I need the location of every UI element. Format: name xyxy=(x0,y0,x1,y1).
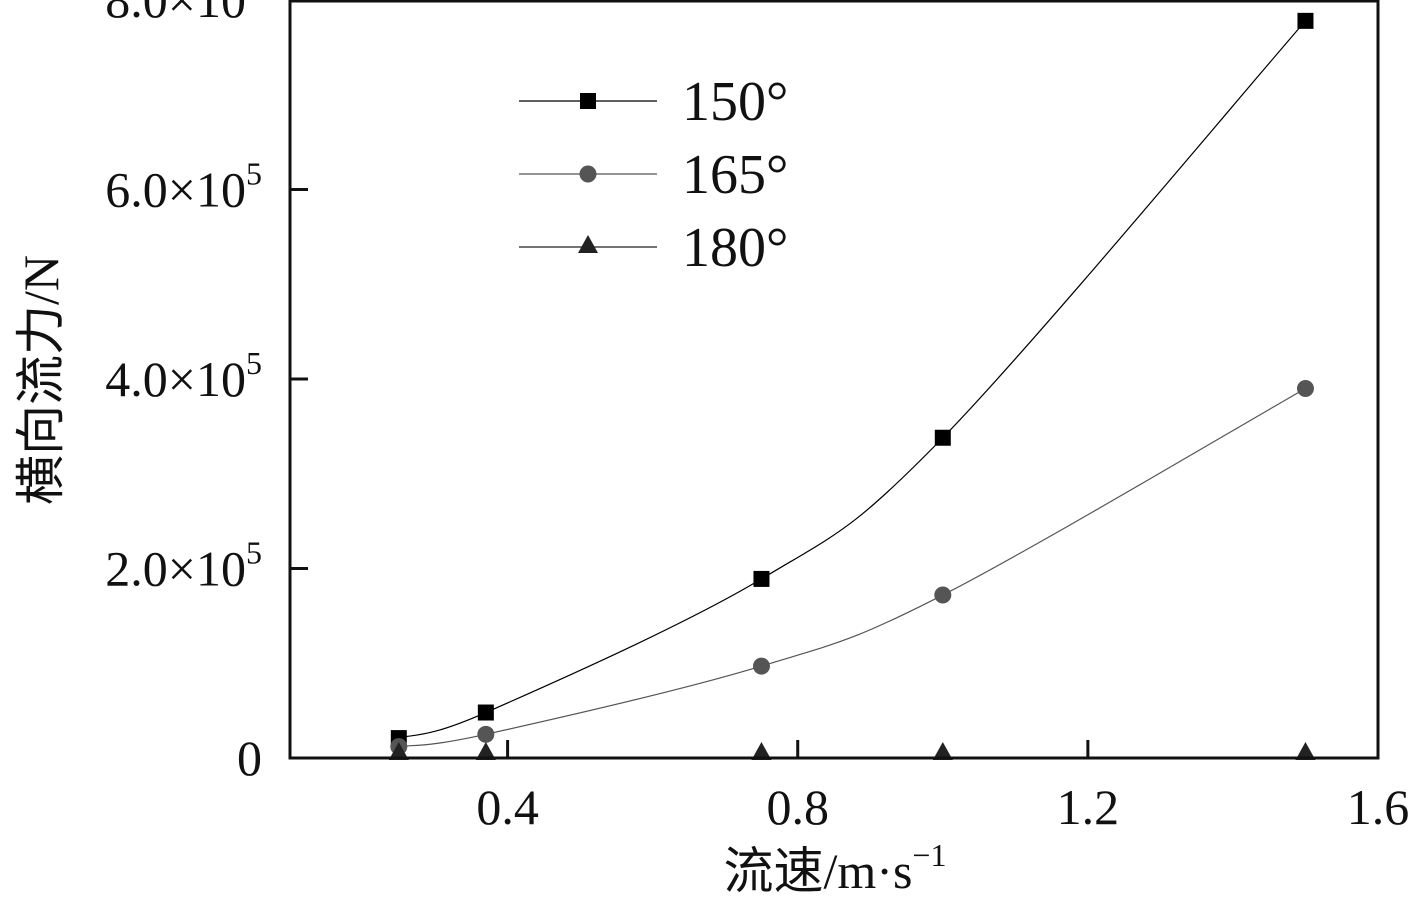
y-tick-label-base: 8.0×10 xyxy=(105,0,246,28)
x-axis-title-exponent: −1 xyxy=(912,837,946,873)
data-point-series-1 xyxy=(753,570,770,587)
y-tick-label-exponent: 5 xyxy=(246,345,262,381)
y-tick-label-exponent: 5 xyxy=(246,156,262,192)
data-point-series-3 xyxy=(751,742,772,760)
x-axis-title-main: 流速/m·s xyxy=(724,843,913,899)
y-tick-label: 6.0×105 xyxy=(105,156,262,218)
data-point-series-3 xyxy=(1295,742,1316,760)
y-tick-label: 0 xyxy=(237,730,262,786)
data-point-series-2 xyxy=(752,657,770,675)
data-point-series-1 xyxy=(934,429,951,446)
y-tick-label-base: 6.0×10 xyxy=(105,162,246,218)
data-point-series-3 xyxy=(388,742,409,760)
y-tick-label: 2.0×105 xyxy=(105,535,262,597)
y-tick-label: 4.0×105 xyxy=(105,345,262,407)
legend: 150° 165° 180° xyxy=(519,71,788,279)
plot-frame xyxy=(288,0,1380,760)
legend-label: 150° xyxy=(682,71,788,133)
axes: 0.4 0.8 1.2 1.602.0×1054.0×1056.0×1058.0×10… xyxy=(105,0,1409,835)
series-markers xyxy=(388,12,1316,760)
y-axis-title: 横向流力/N xyxy=(13,255,69,505)
data-point-series-2 xyxy=(934,586,952,604)
data-point-series-3 xyxy=(932,742,953,760)
x-tick-label: 1.6 xyxy=(1347,779,1410,835)
series-line-2 xyxy=(398,387,1306,748)
legend-marker xyxy=(578,235,598,253)
series-curves xyxy=(398,20,1306,759)
data-point-series-3 xyxy=(475,742,496,760)
y-tick-label: 8.0×105 xyxy=(105,0,262,28)
x-tick-label: 0.8 xyxy=(766,779,829,835)
data-point-series-1 xyxy=(477,704,494,721)
y-tick-label-exponent: 5 xyxy=(246,535,262,571)
x-tick-label: 0.4 xyxy=(476,779,539,835)
series-line-1 xyxy=(398,20,1306,739)
legend-label: 165° xyxy=(682,144,788,206)
y-tick-label-base: 0 xyxy=(237,730,262,786)
y-tick-label-base: 4.0×10 xyxy=(105,351,246,407)
x-tick-label: 1.2 xyxy=(1057,779,1120,835)
legend-marker xyxy=(580,93,596,109)
y-tick-label-exponent: 5 xyxy=(246,0,262,2)
data-point-series-1 xyxy=(1297,12,1314,29)
legend-label: 180° xyxy=(682,217,788,279)
data-point-series-2 xyxy=(477,725,495,743)
y-tick-label-base: 2.0×10 xyxy=(105,541,246,597)
legend-marker xyxy=(579,165,597,183)
x-axis-title: 流速/m·s−1 xyxy=(724,837,947,899)
data-point-series-2 xyxy=(1296,379,1314,397)
